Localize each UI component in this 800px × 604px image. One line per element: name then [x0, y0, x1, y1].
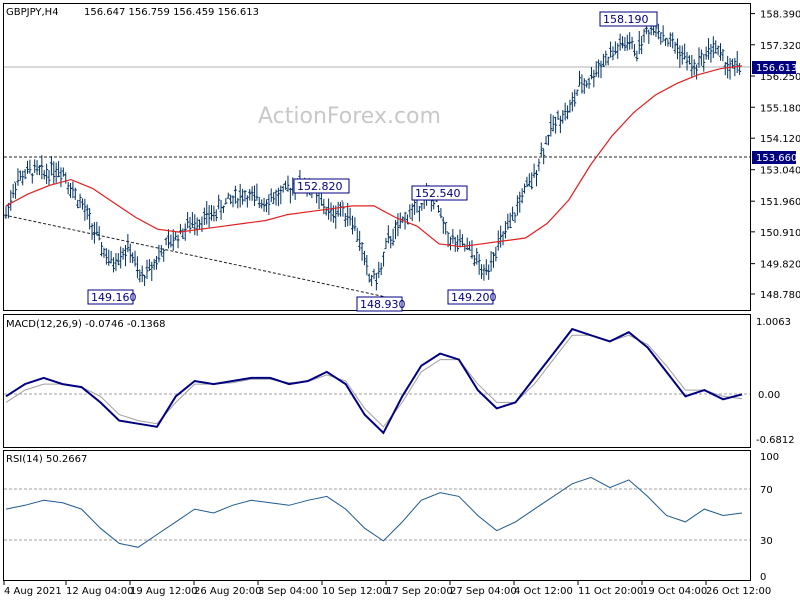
price-axis: 158.390 157.320 156.250 155.180 154.120 153.0… — [750, 10, 800, 301]
time-tick-label: 26 Oct 12:00 — [706, 586, 771, 597]
rsi-panel — [3, 450, 751, 581]
price-tick-label: 155.180 — [760, 103, 800, 114]
annotation-148930: 148.930 — [356, 296, 406, 312]
annotation-149200: 149.200 — [447, 289, 497, 305]
time-tick-label: 27 Sep 04:00 — [450, 586, 517, 597]
support-price-tag: 153.660 — [752, 151, 797, 164]
moving-average-line — [5, 65, 743, 248]
time-tick-label: 17 Sep 20:00 — [386, 586, 453, 597]
time-tick-label: 19 Oct 04:00 — [642, 586, 707, 597]
price-tick-label: 157.320 — [760, 41, 800, 52]
price-tick-label: 149.820 — [760, 260, 800, 271]
price-tick-label: 151.960 — [760, 197, 800, 208]
svg-text:156.613: 156.613 — [756, 63, 797, 74]
rsi-tick-70: 70 — [760, 485, 773, 496]
svg-text:153.660: 153.660 — [756, 153, 797, 164]
svg-text:158.190: 158.190 — [603, 13, 649, 26]
svg-text:152.540: 152.540 — [415, 187, 461, 200]
svg-text:149.160: 149.160 — [91, 291, 137, 304]
price-tick-label: 154.120 — [760, 134, 800, 145]
time-tick-label: 11 Oct 20:00 — [578, 586, 643, 597]
price-header-ohlc: 156.647 156.759 156.459 156.613 — [84, 7, 259, 18]
rsi-tick-30: 30 — [760, 536, 773, 547]
macd-tick-top: 1.0063 — [756, 317, 791, 328]
price-tick-label: 148.780 — [760, 290, 800, 301]
annotation-149160: 149.160 — [87, 289, 137, 305]
trend-line — [3, 214, 401, 301]
price-header-symbol: GBPJPY,H4 — [6, 7, 59, 18]
rsi-tick-0: 0 — [760, 572, 766, 583]
current-price-tag: 156.613 — [752, 61, 797, 74]
time-tick-label: 12 Aug 04:00 — [66, 586, 133, 597]
macd-signal-line — [5, 334, 743, 428]
price-tick-label: 150.910 — [760, 228, 800, 239]
time-tick-label: 4 Aug 2021 — [4, 586, 62, 597]
svg-text:152.820: 152.820 — [297, 180, 343, 193]
macd-line — [5, 327, 743, 435]
rsi-title: RSI(14) 50.2667 — [6, 454, 87, 465]
watermark: ActionForex.com — [258, 104, 441, 129]
time-tick-label: 3 Sep 04:00 — [258, 586, 318, 597]
macd-title: MACD(12,26,9) -0.0746 -0.1368 — [6, 319, 166, 330]
annotation-152820: 152.820 — [293, 178, 350, 194]
macd-tick-zero: 0.00 — [758, 390, 780, 401]
time-tick-label: 26 Aug 20:00 — [194, 586, 261, 597]
svg-text:149.200: 149.200 — [451, 291, 497, 304]
time-tick-label: 19 Aug 12:00 — [130, 586, 197, 597]
price-tick-label: 153.040 — [760, 166, 800, 177]
rsi-line — [5, 476, 743, 548]
price-tick-label: 156.250 — [760, 72, 800, 83]
annotation-158190: 158.190 — [599, 11, 658, 27]
time-tick-label: 4 Oct 12:00 — [514, 586, 573, 597]
svg-text:148.930: 148.930 — [360, 298, 406, 311]
time-tick-label: 10 Sep 12:00 — [322, 586, 389, 597]
rsi-tick-100: 100 — [760, 452, 779, 463]
macd-tick-bottom: -0.6812 — [756, 435, 795, 446]
price-tick-label: 158.390 — [760, 10, 800, 21]
annotation-152540: 152.540 — [411, 185, 468, 201]
